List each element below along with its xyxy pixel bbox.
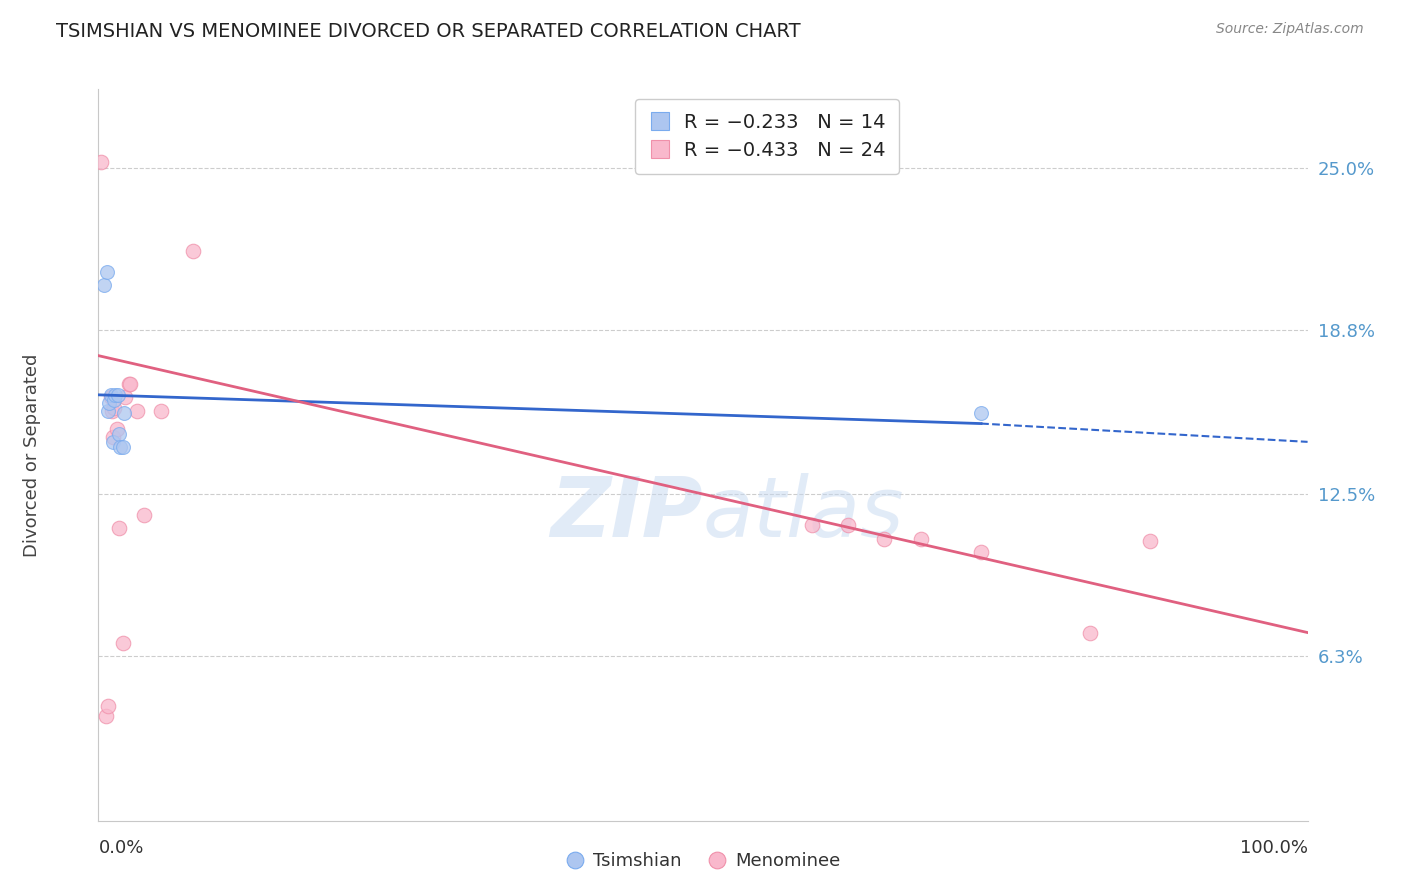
Point [1139,534,1161,549]
Point [118,377,141,392]
Point [108,427,131,442]
Point [837,518,859,533]
Point [970,544,993,558]
Text: TSIMSHIAN VS MENOMINEE DIVORCED OR SEPARATED CORRELATION CHART: TSIMSHIAN VS MENOMINEE DIVORCED OR SEPAR… [56,22,801,41]
Point [970,406,993,420]
Point [101,434,124,449]
Point [107,388,129,402]
Point [112,406,135,420]
Text: 0.0%: 0.0% [98,838,143,857]
Point [97,403,120,417]
Point [127,403,149,417]
Point [104,388,127,402]
Point [103,401,125,415]
Point [97,698,120,713]
Point [105,422,128,436]
Text: 100.0%: 100.0% [1240,838,1308,857]
Text: Source: ZipAtlas.com: Source: ZipAtlas.com [1216,22,1364,37]
Point [90,155,112,169]
Point [100,391,122,405]
Point [96,265,118,279]
Point [100,403,122,417]
Point [114,391,136,405]
Point [103,393,125,408]
Point [94,709,117,723]
Text: Divorced or Separated: Divorced or Separated [22,353,41,557]
Point [111,440,134,454]
Point [1078,625,1101,640]
Point [134,508,156,522]
Legend: Tsimshian, Menominee: Tsimshian, Menominee [558,845,848,878]
Point [100,388,122,402]
Point [108,521,131,535]
Point [101,430,124,444]
Point [800,518,823,533]
Point [150,403,173,417]
Text: atlas: atlas [703,473,904,554]
Point [118,377,141,392]
Point [93,278,115,293]
Point [181,244,204,259]
Point [98,395,121,409]
Point [910,532,932,546]
Point [111,636,134,650]
Text: ZIP: ZIP [550,473,703,554]
Point [108,440,131,454]
Point [873,532,896,546]
